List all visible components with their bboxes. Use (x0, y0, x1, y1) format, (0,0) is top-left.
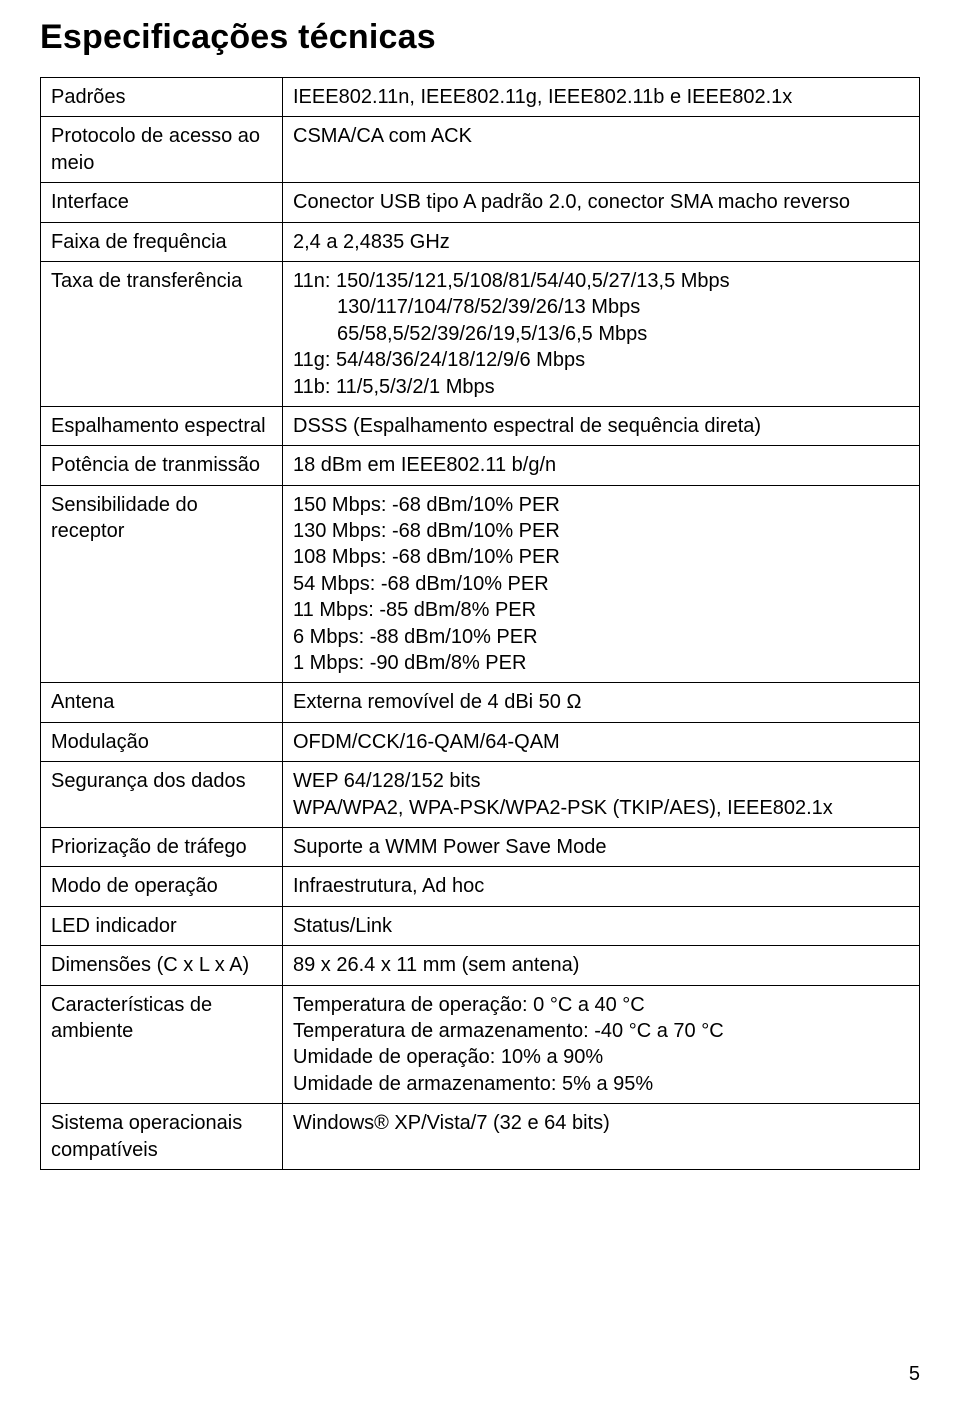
cell-label: Espalhamento espectral (41, 406, 283, 445)
cell-label: Segurança dos dados (41, 762, 283, 828)
cell-label: Potência de tranmissão (41, 446, 283, 485)
table-row: Padrões IEEE802.11n, IEEE802.11g, IEEE80… (41, 78, 920, 117)
value-line: 108 Mbps: -68 dBm/10% PER (293, 544, 909, 570)
cell-label: Sensibilidade do receptor (41, 485, 283, 683)
value-line: WPA/WPA2, WPA-PSK/WPA2-PSK (TKIP/AES), I… (293, 795, 909, 821)
page-container: Especificações técnicas Padrões IEEE802.… (0, 0, 960, 1404)
cell-label: Antena (41, 683, 283, 722)
cell-value: OFDM/CCK/16-QAM/64-QAM (283, 722, 920, 761)
cell-value: 2,4 a 2,4835 GHz (283, 222, 920, 261)
table-row: Interface Conector USB tipo A padrão 2.0… (41, 183, 920, 222)
cell-value: Conector USB tipo A padrão 2.0, conector… (283, 183, 920, 222)
value-line: 11b: 11/5,5/3/2/1 Mbps (293, 374, 909, 400)
cell-label: Características de ambiente (41, 985, 283, 1104)
cell-value: IEEE802.11n, IEEE802.11g, IEEE802.11b e … (283, 78, 920, 117)
cell-label: Dimensões (C x L x A) (41, 946, 283, 985)
value-line: Temperatura de operação: 0 °C a 40 °C (293, 992, 909, 1018)
value-line: 11 Mbps: -85 dBm/8% PER (293, 597, 909, 623)
page-number: 5 (909, 1363, 920, 1386)
cell-value: Windows® XP/Vista/7 (32 e 64 bits) (283, 1104, 920, 1170)
table-row: Antena Externa removível de 4 dBi 50 Ω (41, 683, 920, 722)
cell-value: Externa removível de 4 dBi 50 Ω (283, 683, 920, 722)
page-title: Especificações técnicas (40, 18, 920, 57)
value-line: Umidade de operação: 10% a 90% (293, 1044, 909, 1070)
cell-value: CSMA/CA com ACK (283, 117, 920, 183)
table-row: Taxa de transferência 11n: 150/135/121,5… (41, 261, 920, 406)
table-row: Faixa de frequência 2,4 a 2,4835 GHz (41, 222, 920, 261)
table-row: Sistema operacionais compatíveis Windows… (41, 1104, 920, 1170)
table-row: Sensibilidade do receptor 150 Mbps: -68 … (41, 485, 920, 683)
cell-label: Sistema operacionais compatíveis (41, 1104, 283, 1170)
cell-label: Modo de operação (41, 867, 283, 906)
value-line: 54 Mbps: -68 dBm/10% PER (293, 571, 909, 597)
cell-label: Protocolo de acesso ao meio (41, 117, 283, 183)
table-row: Modo de operação Infraestrutura, Ad hoc (41, 867, 920, 906)
cell-value: 150 Mbps: -68 dBm/10% PER 130 Mbps: -68 … (283, 485, 920, 683)
cell-value: 89 x 26.4 x 11 mm (sem antena) (283, 946, 920, 985)
cell-label: Priorização de tráfego (41, 827, 283, 866)
table-row: Potência de tranmissão 18 dBm em IEEE802… (41, 446, 920, 485)
value-line: 65/58,5/52/39/26/19,5/13/6,5 Mbps (293, 321, 909, 347)
value-line: 11g: 54/48/36/24/18/12/9/6 Mbps (293, 347, 909, 373)
table-row: Priorização de tráfego Suporte a WMM Pow… (41, 827, 920, 866)
cell-value: DSSS (Espalhamento espectral de sequênci… (283, 406, 920, 445)
table-row: Dimensões (C x L x A) 89 x 26.4 x 11 mm … (41, 946, 920, 985)
table-row: Protocolo de acesso ao meio CSMA/CA com … (41, 117, 920, 183)
value-line: 130/117/104/78/52/39/26/13 Mbps (293, 294, 909, 320)
table-row: Características de ambiente Temperatura … (41, 985, 920, 1104)
cell-value: 18 dBm em IEEE802.11 b/g/n (283, 446, 920, 485)
cell-label: Interface (41, 183, 283, 222)
cell-label: Modulação (41, 722, 283, 761)
value-line: 11n: 150/135/121,5/108/81/54/40,5/27/13,… (293, 268, 909, 294)
cell-label: LED indicador (41, 906, 283, 945)
value-line: 130 Mbps: -68 dBm/10% PER (293, 518, 909, 544)
value-line: 1 Mbps: -90 dBm/8% PER (293, 650, 909, 676)
cell-value: Infraestrutura, Ad hoc (283, 867, 920, 906)
table-row: LED indicador Status/Link (41, 906, 920, 945)
value-line: 6 Mbps: -88 dBm/10% PER (293, 624, 909, 650)
table-row: Segurança dos dados WEP 64/128/152 bits … (41, 762, 920, 828)
cell-value: 11n: 150/135/121,5/108/81/54/40,5/27/13,… (283, 261, 920, 406)
spec-table: Padrões IEEE802.11n, IEEE802.11g, IEEE80… (40, 77, 920, 1170)
cell-value: WEP 64/128/152 bits WPA/WPA2, WPA-PSK/WP… (283, 762, 920, 828)
table-row: Modulação OFDM/CCK/16-QAM/64-QAM (41, 722, 920, 761)
cell-value: Status/Link (283, 906, 920, 945)
value-line: Temperatura de armazenamento: -40 °C a 7… (293, 1018, 909, 1044)
value-line: Umidade de armazenamento: 5% a 95% (293, 1071, 909, 1097)
cell-value: Suporte a WMM Power Save Mode (283, 827, 920, 866)
cell-label: Padrões (41, 78, 283, 117)
cell-label: Faixa de frequência (41, 222, 283, 261)
value-line: WEP 64/128/152 bits (293, 768, 909, 794)
cell-label: Taxa de transferência (41, 261, 283, 406)
value-line: 150 Mbps: -68 dBm/10% PER (293, 492, 909, 518)
cell-value: Temperatura de operação: 0 °C a 40 °C Te… (283, 985, 920, 1104)
table-row: Espalhamento espectral DSSS (Espalhament… (41, 406, 920, 445)
